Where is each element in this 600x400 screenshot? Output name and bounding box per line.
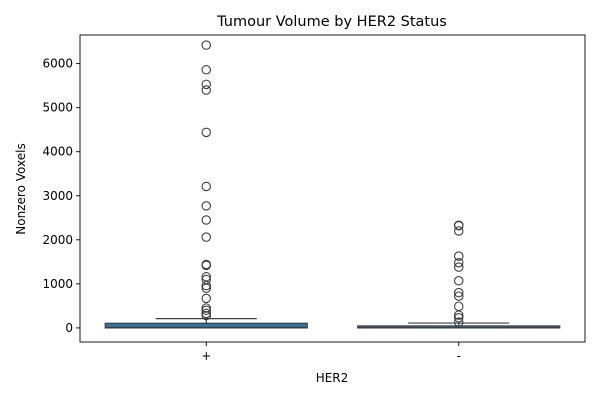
outlier-point [453,220,464,231]
outlier-point [201,65,212,75]
box-group-1 [104,40,308,329]
y-tick-label: 0 [65,321,73,335]
outlier-point [201,215,212,225]
y-axis-label: Nonzero Voxels [14,143,28,234]
outlier-point [453,287,464,298]
outlier-point [201,280,212,291]
y-tick-label: 2000 [42,233,73,247]
outlier-point [201,310,212,321]
outlier-point [201,181,212,192]
x-axis-label: HER2 [316,371,349,385]
plot-frame [79,34,586,343]
outlier-point [201,260,212,271]
outlier-point [453,257,464,268]
outlier-point [201,283,212,294]
chart-title: Tumour Volume by HER2 Status [216,14,447,30]
y-tick-label: 5000 [42,101,73,115]
outlier-point [201,232,212,242]
outlier-point [453,262,464,272]
plot-area [79,34,586,343]
x-axis: + - [201,342,461,363]
y-tick-label: 4000 [42,145,73,159]
outlier-point [453,291,464,301]
y-tick-label: 6000 [42,57,73,71]
outlier-point [453,310,464,320]
outlier-point [201,127,212,138]
outlier-point [201,293,212,304]
outlier-point [201,85,212,95]
outlier-point [201,305,212,316]
outlier-point [201,79,212,90]
outlier-point [453,317,464,327]
y-tick-label: 3000 [42,189,73,203]
outlier-point [453,276,464,286]
x-tick-label: + [201,349,211,363]
outlier-point [201,40,212,50]
y-axis: 0 1000 2000 3000 4000 5000 6000 [42,57,80,335]
y-tick-label: 1000 [42,277,73,291]
outlier-point [453,313,464,323]
box-group-2 [357,220,561,329]
outlier-point [453,251,464,261]
outlier-point [453,226,464,236]
outlier-point [453,301,464,312]
outlier-point [201,201,212,211]
x-tick-label: - [457,349,461,363]
